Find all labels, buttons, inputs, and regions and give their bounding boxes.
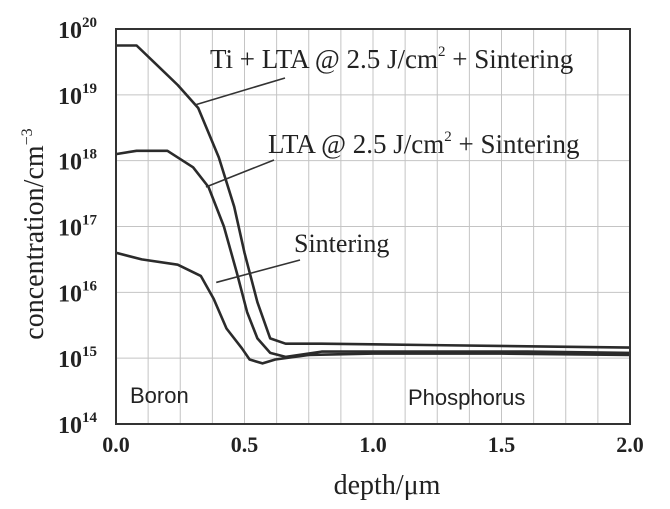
leader-line-sintering [216, 259, 301, 284]
plot-frame [115, 28, 631, 425]
y-tick-label: 1018 [58, 147, 97, 176]
y-tick-label: 1016 [58, 278, 98, 307]
series-line-sintering [115, 251, 631, 365]
x-tick-label: 1.5 [488, 432, 516, 457]
region-label-boron: Boron [130, 383, 189, 408]
leader-line-ti-lta [195, 77, 286, 106]
y-tick-label: 1019 [58, 81, 97, 110]
y-tick-label: 1014 [58, 410, 98, 439]
x-tick-label: 2.0 [616, 432, 644, 457]
annotation-leaders [195, 77, 301, 284]
series-line-lta-sintering [115, 149, 631, 359]
grid-lines [116, 29, 630, 424]
annotation-ti-lta: Ti + LTA @ 2.5 J/cm2 + Sintering [210, 44, 573, 74]
series-line-ti-lta-sintering [116, 44, 631, 349]
leader-line-lta [205, 159, 275, 188]
annotation-lta: LTA @ 2.5 J/cm2 + Sintering [268, 129, 579, 159]
y-tick-labels: 1020 1019 1018 1017 1016 1015 1014 [58, 15, 98, 439]
y-axis-title: concentration/cm−3 [19, 128, 50, 339]
region-label-phosphorus: Phosphorus [408, 385, 525, 410]
x-tick-label: 1.0 [359, 432, 387, 457]
annotation-sintering: Sintering [294, 229, 389, 258]
x-axis-title: depth/μm [334, 470, 441, 501]
x-tick-label: 0.0 [102, 432, 130, 457]
series-lines [115, 44, 631, 365]
x-tick-label: 0.5 [231, 432, 259, 457]
y-tick-label: 1017 [58, 213, 98, 242]
y-tick-label: 1015 [58, 344, 97, 373]
x-tick-labels: 0.0 0.5 1.0 1.5 2.0 [102, 432, 644, 457]
y-tick-label: 1020 [58, 15, 97, 44]
